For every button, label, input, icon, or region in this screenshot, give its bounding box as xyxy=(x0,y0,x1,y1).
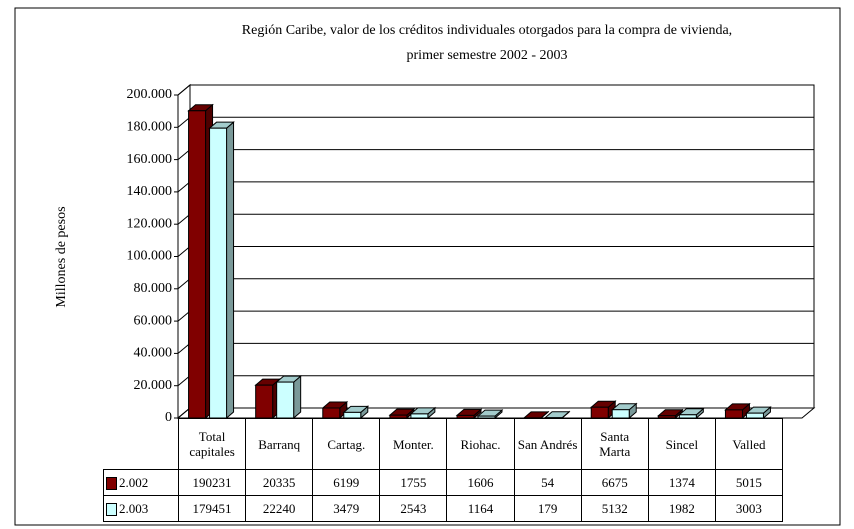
x-tick-label: Total capitales xyxy=(177,418,247,470)
x-tick-label: Sincel xyxy=(647,418,716,470)
grid-line xyxy=(177,181,191,193)
bar xyxy=(276,381,295,419)
legend-entry: 2.002 xyxy=(103,469,179,496)
data-table: Total capitales Barranq Cartag. Monter. Rioh… xyxy=(103,418,783,522)
table-value: 6675 xyxy=(580,469,649,496)
bar xyxy=(590,406,609,419)
table-value: 3479 xyxy=(312,495,381,522)
grid-line xyxy=(177,213,191,225)
legend-label: 2.002 xyxy=(119,474,149,490)
legend-key xyxy=(106,477,117,491)
bar xyxy=(657,415,676,419)
grid-line xyxy=(177,84,191,96)
x-tick-label: San Andrés xyxy=(513,418,582,470)
grid-line xyxy=(177,246,191,257)
table-value: 1982 xyxy=(647,495,716,522)
table-value: 1606 xyxy=(446,469,515,496)
grid-line xyxy=(177,375,191,387)
table-value: 5015 xyxy=(714,469,783,496)
bar xyxy=(188,110,207,419)
table-value: 6199 xyxy=(312,469,381,496)
table-value: 179 xyxy=(513,495,582,522)
bar xyxy=(343,411,362,419)
table-value: 190231 xyxy=(177,469,247,496)
bar xyxy=(209,127,228,419)
x-tick-label: Monter. xyxy=(379,418,448,470)
bar-side xyxy=(293,374,302,420)
table-value: 1755 xyxy=(379,469,448,496)
bar-side xyxy=(226,121,235,420)
table-corner xyxy=(104,419,179,470)
bar xyxy=(611,409,630,419)
y-tick-label: 20.000 xyxy=(134,378,173,393)
chart-frame xyxy=(14,7,841,526)
table-value: 2543 xyxy=(379,495,448,522)
grid-line xyxy=(177,278,191,290)
table-value: 179451 xyxy=(177,495,247,522)
legend-entry: 2.003 xyxy=(103,495,179,522)
table-value: 20335 xyxy=(245,469,314,496)
grid-line xyxy=(177,407,191,419)
bar xyxy=(322,407,341,419)
table-value: 54 xyxy=(513,469,582,496)
table-header-row: Total capitales Barranq Cartag. Monter. Rioh… xyxy=(104,418,783,470)
x-tick-label: Riohac. xyxy=(446,418,515,470)
x-tick-label: Cartag. xyxy=(312,418,381,470)
chart-title: Región Caribe, valor de los créditos ind… xyxy=(242,23,732,38)
x-tick-label: Barranq xyxy=(245,418,314,470)
x-tick-label: Santa Marta xyxy=(580,418,649,470)
y-tick-label: 60.000 xyxy=(134,313,173,328)
bar xyxy=(255,384,274,419)
y-axis-label: Millones de pesos xyxy=(54,206,69,307)
y-tick-label: 200.000 xyxy=(127,87,173,102)
table-value: 5132 xyxy=(580,495,649,522)
bar xyxy=(745,412,764,419)
y-tick-label: 160.000 xyxy=(127,152,173,167)
bar xyxy=(724,409,743,419)
table-value: 3003 xyxy=(714,495,783,522)
y-tick-label: 120.000 xyxy=(127,216,173,231)
y-tick-label: 80.000 xyxy=(134,281,173,296)
y-tick-label: 40.000 xyxy=(134,346,173,361)
chart-subtitle: primer semestre 2002 - 2003 xyxy=(407,48,568,63)
table-row: 2.003 179451 22240 3479 2543 1164 179 5132 1982 3… xyxy=(103,495,783,522)
y-tick-label: 100.000 xyxy=(127,249,173,264)
y-tick-label: 180.000 xyxy=(127,120,173,135)
grid-line xyxy=(177,149,191,160)
grid-line xyxy=(177,310,191,322)
legend-key xyxy=(106,503,117,517)
table-value: 22240 xyxy=(245,495,314,522)
grid-line xyxy=(177,116,191,128)
table-value: 1164 xyxy=(446,495,515,522)
legend-label: 2.003 xyxy=(119,500,149,516)
grid-line xyxy=(177,343,191,354)
x-tick-label: Valled xyxy=(714,418,783,470)
table-row: 2.002 190231 20335 6199 1755 1606 54 6675 1374 50… xyxy=(103,469,783,496)
y-tick-label: 0 xyxy=(165,410,172,425)
y-tick-label: 140.000 xyxy=(127,184,173,199)
table-value: 1374 xyxy=(647,469,716,496)
